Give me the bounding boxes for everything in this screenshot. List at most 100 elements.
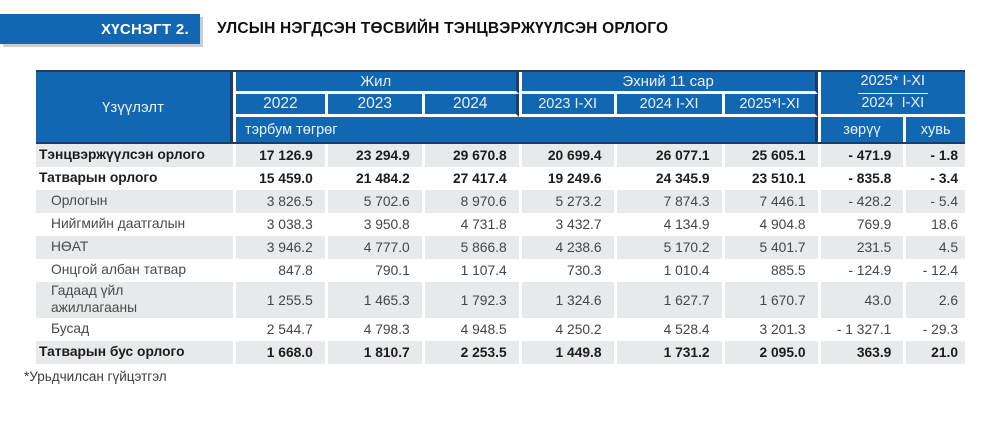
row-label: Гадаад үйл ажиллагааны bbox=[36, 282, 233, 318]
value-cell: 3 432.7 bbox=[555, 217, 602, 232]
value-cell: 4 948.5 bbox=[460, 322, 507, 337]
value-cell: 4 134.9 bbox=[663, 217, 710, 232]
value-cell: 1 731.2 bbox=[616, 341, 722, 364]
value-cell: 363.9 bbox=[820, 341, 904, 364]
table-row-foreign-activity: Гадаад үйл ажиллагааны 1 255.5 1 465.3 1… bbox=[36, 282, 965, 318]
budget-table-container: Үзүүлэлт Жил Эхний 11 сар 2025* I-XI 202… bbox=[33, 70, 968, 364]
value-cell: - 5.4 bbox=[906, 190, 965, 213]
value-cell: 1 449.8 bbox=[521, 341, 614, 364]
value-cell: - 3.4 bbox=[930, 171, 958, 186]
value-cell: 1 668.0 bbox=[235, 341, 325, 364]
value-cell: 3 201.3 bbox=[759, 322, 806, 337]
header-row-groups: Үзүүлэлт Жил Эхний 11 сар 2025* I-XI 202… bbox=[36, 72, 965, 142]
value-cell: 25 605.1 bbox=[724, 144, 818, 167]
value-cell: 790.1 bbox=[375, 263, 410, 278]
row-label: Татварын орлого bbox=[39, 170, 158, 186]
value-cell: - 471.9 bbox=[820, 144, 904, 167]
value-cell: 4 777.0 bbox=[327, 236, 422, 259]
value-cell: 15 459.0 bbox=[259, 171, 313, 186]
value-cell: 23 510.1 bbox=[751, 171, 806, 186]
value-cell: - 1 327.1 bbox=[836, 322, 892, 337]
value-cell: 3 038.3 bbox=[266, 217, 313, 232]
value-cell: 5 702.6 bbox=[327, 190, 422, 213]
row-label: Орлогын bbox=[36, 190, 233, 213]
value-cell: 21.0 bbox=[906, 341, 965, 364]
value-cell: 20 699.4 bbox=[521, 144, 614, 167]
table-row-other: Бусад 2 544.7 4 798.3 4 948.5 4 250.2 4 … bbox=[36, 318, 965, 341]
value-cell: - 29.3 bbox=[922, 322, 958, 337]
value-cell: 3 950.8 bbox=[363, 217, 410, 232]
header-row-units: тэрбум төгрөг зөрүү хувь bbox=[36, 117, 965, 142]
value-cell: 4 238.6 bbox=[521, 236, 614, 259]
unit-label: тэрбум төгрөг bbox=[235, 117, 818, 142]
table-row-tax-revenue: Татварын орлого 15 459.0 21 484.2 27 417… bbox=[36, 167, 965, 190]
column-group-ratio: 2025* I-XI 2024 I-XI bbox=[820, 72, 965, 117]
value-cell: 1 107.4 bbox=[460, 263, 507, 278]
value-cell: 769.9 bbox=[856, 217, 892, 232]
value-cell: 4.5 bbox=[906, 236, 965, 259]
value-cell: 4 904.8 bbox=[759, 217, 806, 232]
footnote: *Урьдчилсан гүйцэтгэл bbox=[24, 369, 167, 384]
value-cell: 885.5 bbox=[771, 263, 806, 278]
value-cell: 2 253.5 bbox=[424, 341, 519, 364]
row-label: Нийгмийн даатгалын bbox=[51, 216, 186, 232]
table-row-social-insurance: Нийгмийн даатгалын 3 038.3 3 950.8 4 731… bbox=[36, 213, 965, 236]
value-cell: 3 946.2 bbox=[235, 236, 325, 259]
title-bar: ХҮСНЭГТ 2. УЛСЫН НЭГДСЭН ТӨСВИЙН ТЭНЦВЭР… bbox=[0, 14, 1000, 44]
value-cell: 3 826.5 bbox=[235, 190, 325, 213]
value-cell: 29 670.8 bbox=[424, 144, 519, 167]
value-cell: 18.6 bbox=[931, 217, 958, 232]
value-cell: 24 345.9 bbox=[655, 171, 710, 186]
value-cell: 730.3 bbox=[567, 263, 602, 278]
column-header-2025-ixi: 2025*I-XI bbox=[724, 94, 818, 117]
row-label: НӨАТ bbox=[36, 236, 233, 259]
value-cell: 1 255.5 bbox=[235, 282, 325, 318]
value-cell: 2 095.0 bbox=[724, 341, 818, 364]
ratio-denominator: 2024 I-XI bbox=[861, 95, 925, 111]
value-cell: 1 324.6 bbox=[521, 282, 614, 318]
value-cell: 5 401.7 bbox=[724, 236, 818, 259]
value-cell: - 835.8 bbox=[848, 171, 892, 186]
table-row-income-tax: Орлогын 3 826.5 5 702.6 8 970.6 5 273.2 … bbox=[36, 190, 965, 213]
column-header-2022: 2022 bbox=[235, 94, 325, 117]
value-cell: 27 417.4 bbox=[452, 171, 507, 186]
value-cell: 1 465.3 bbox=[327, 282, 422, 318]
value-cell: 1 792.3 bbox=[424, 282, 519, 318]
table-row-balanced-revenue: Тэнцвэржүүлсэн орлого 17 126.9 23 294.9 … bbox=[36, 144, 965, 167]
value-cell: 43.0 bbox=[820, 282, 904, 318]
page-title: УЛСЫН НЭГДСЭН ТӨСВИЙН ТЭНЦВЭРЖҮҮЛСЭН ОРЛ… bbox=[217, 20, 669, 37]
table-row-excise-tax: Онцгой албан татвар 847.8 790.1 1 107.4 … bbox=[36, 259, 965, 282]
table-row-vat: НӨАТ 3 946.2 4 777.0 5 866.8 4 238.6 5 1… bbox=[36, 236, 965, 259]
header-row-periods: 2022 2023 2024 2023 I-XI 2024 I-XI 2025*… bbox=[36, 94, 965, 117]
value-cell: 4 528.4 bbox=[663, 322, 710, 337]
value-cell: 1 010.4 bbox=[663, 263, 710, 278]
value-cell: - 428.2 bbox=[820, 190, 904, 213]
value-cell: 1 810.7 bbox=[327, 341, 422, 364]
value-cell: 19 249.6 bbox=[547, 171, 602, 186]
value-cell: 1 670.7 bbox=[724, 282, 818, 318]
column-header-2024: 2024 bbox=[424, 94, 519, 117]
table-row-nontax-revenue: Татварын бус орлого 1 668.0 1 810.7 2 25… bbox=[36, 341, 965, 364]
row-label: Онцгой албан татвар bbox=[51, 262, 187, 278]
table-number-badge: ХҮСНЭГТ 2. bbox=[0, 14, 200, 44]
column-header-2023-ixi: 2023 I-XI bbox=[521, 94, 614, 117]
value-cell: 1 627.7 bbox=[616, 282, 722, 318]
column-group-year: Жил bbox=[235, 72, 519, 94]
column-header-2024-ixi: 2024 I-XI bbox=[616, 94, 722, 117]
value-cell: 8 970.6 bbox=[424, 190, 519, 213]
column-header-indicator: Үзүүлэлт bbox=[36, 72, 233, 142]
value-cell: 5 273.2 bbox=[521, 190, 614, 213]
row-label: Тэнцвэржүүлсэн орлого bbox=[36, 144, 233, 167]
value-cell: - 1.8 bbox=[906, 144, 965, 167]
row-label: Бусад bbox=[51, 321, 90, 337]
value-cell: 4 798.3 bbox=[363, 322, 410, 337]
value-cell: 23 294.9 bbox=[327, 144, 422, 167]
column-header-percent: хувь bbox=[906, 117, 965, 142]
value-cell: 231.5 bbox=[820, 236, 904, 259]
value-cell: - 124.9 bbox=[848, 263, 892, 278]
value-cell: 4 250.2 bbox=[555, 322, 602, 337]
value-cell: 5 866.8 bbox=[424, 236, 519, 259]
column-header-difference: зөрүү bbox=[820, 117, 904, 142]
value-cell: 2.6 bbox=[906, 282, 965, 318]
value-cell: 2 544.7 bbox=[266, 322, 313, 337]
